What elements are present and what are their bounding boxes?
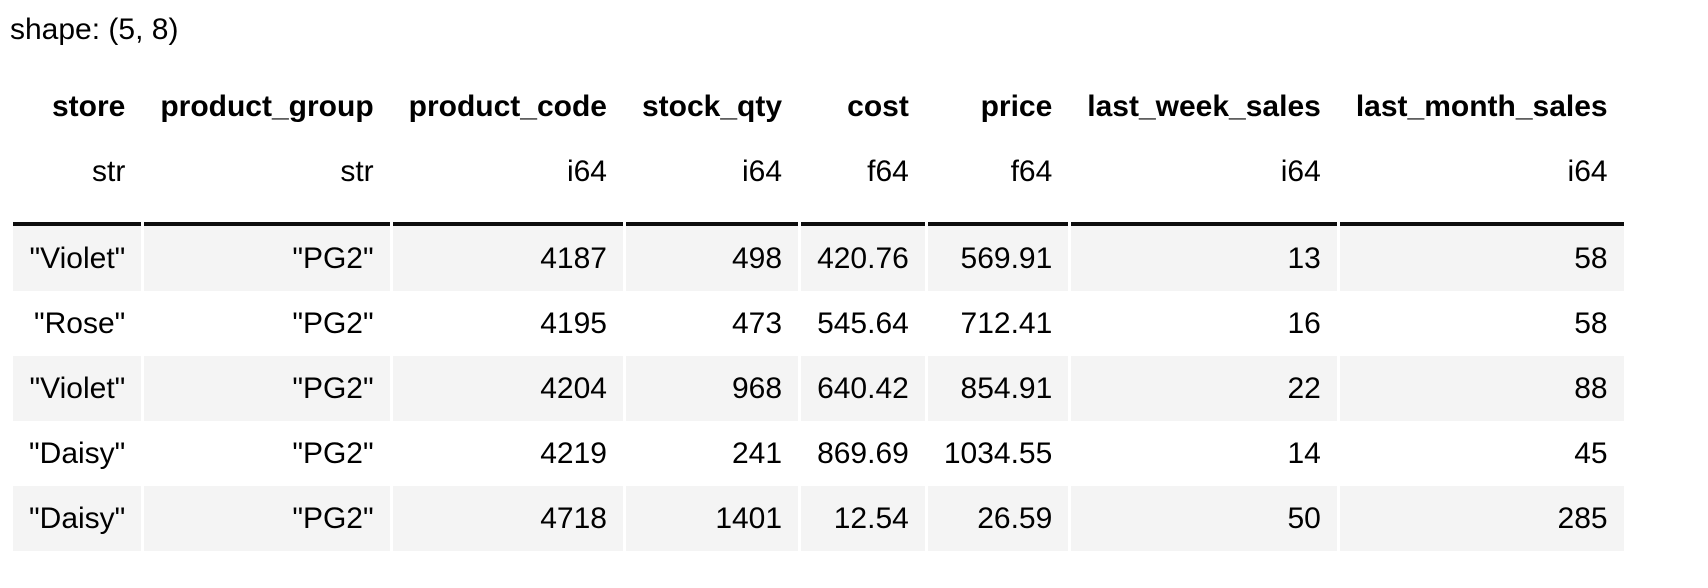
cell-product_group: "PG2": [292, 307, 374, 340]
column-dtype-stock_qty: i64: [626, 139, 799, 226]
cell-product_group: "PG2": [292, 437, 374, 470]
cell-price: 26.59: [927, 486, 1069, 551]
cell-last_month_sales: 45: [1574, 437, 1608, 470]
cell-cost: 420.76: [801, 226, 925, 291]
dataframe-shape-label: shape: (5, 8): [10, 13, 179, 46]
column-dtype-row: str str i64 i64 f64 f64 i64 i64: [13, 139, 1624, 226]
column-dtype-store: str: [13, 139, 142, 226]
column-header-last_week_sales: last_week_sales: [1087, 90, 1321, 123]
column-dtype-product_group: str: [144, 139, 390, 226]
cell-price: 712.41: [960, 307, 1053, 340]
cell-product_code: 4187: [392, 226, 623, 291]
dataframe-body: "Violet" "PG2" 4187 498 420.76 569.91 13 58 "Ros…: [13, 226, 1624, 551]
cell-store: "Daisy": [29, 437, 126, 470]
cell-price: 854.91: [927, 356, 1069, 421]
cell-stock_qty: 1401: [626, 486, 799, 551]
column-name-row: store product_group product_code stock_qty c…: [13, 74, 1624, 139]
cell-stock_qty: 968: [626, 356, 799, 421]
cell-last_week_sales: 22: [1071, 356, 1337, 421]
cell-last_week_sales: 16: [1287, 307, 1321, 340]
column-dtype-cost: f64: [801, 139, 925, 226]
column-dtype-last_month_sales: i64: [1339, 139, 1624, 226]
cell-last_week_sales: 13: [1071, 226, 1337, 291]
cell-product_group: "PG2": [144, 486, 390, 551]
table-row: "Rose" "PG2" 4195 473 545.64 712.41 16 58: [13, 291, 1624, 356]
cell-last_month_sales: 285: [1339, 486, 1624, 551]
cell-cost: 545.64: [817, 307, 909, 340]
cell-stock_qty: 241: [732, 437, 783, 470]
cell-store: "Rose": [33, 307, 126, 340]
dataframe-table: store product_group product_code stock_qty c…: [10, 74, 1627, 551]
column-header-product_code: product_code: [408, 90, 607, 123]
column-dtype-product_code: i64: [392, 139, 623, 226]
cell-store: "Daisy": [13, 486, 142, 551]
column-dtype-price: f64: [927, 139, 1069, 226]
cell-stock_qty: 473: [732, 307, 783, 340]
cell-price: 1034.55: [943, 437, 1053, 470]
column-header-product_group: product_group: [160, 90, 374, 123]
cell-last_month_sales: 88: [1339, 356, 1624, 421]
cell-cost: 640.42: [801, 356, 925, 421]
cell-store: "Violet": [13, 356, 142, 421]
column-dtype-last_week_sales: i64: [1071, 139, 1337, 226]
column-header-last_month_sales: last_month_sales: [1355, 90, 1608, 123]
cell-last_month_sales: 58: [1339, 226, 1624, 291]
cell-last_month_sales: 58: [1574, 307, 1608, 340]
column-header-store: store: [51, 90, 126, 123]
cell-cost: 869.69: [817, 437, 909, 470]
cell-product_code: 4219: [540, 437, 607, 470]
cell-price: 569.91: [927, 226, 1069, 291]
cell-product_group: "PG2": [144, 226, 390, 291]
cell-stock_qty: 498: [626, 226, 799, 291]
column-header-price: price: [980, 90, 1053, 123]
column-header-cost: cost: [847, 90, 909, 123]
dataframe-header: store product_group product_code stock_qty c…: [13, 74, 1624, 226]
cell-product_code: 4195: [540, 307, 607, 340]
cell-store: "Violet": [13, 226, 142, 291]
cell-product_code: 4204: [392, 356, 623, 421]
table-row: "Violet" "PG2" 4204 968 640.42 854.91 22 88: [13, 356, 1624, 421]
table-row: "Daisy" "PG2" 4718 1401 12.54 26.59 50 285: [13, 486, 1624, 551]
table-row: "Violet" "PG2" 4187 498 420.76 569.91 13 58: [13, 226, 1624, 291]
cell-cost: 12.54: [801, 486, 925, 551]
cell-product_group: "PG2": [144, 356, 390, 421]
cell-product_code: 4718: [392, 486, 623, 551]
table-row: "Daisy" "PG2" 4219 241 869.69 1034.55 14 45: [13, 421, 1624, 486]
cell-last_week_sales: 14: [1287, 437, 1321, 470]
column-header-stock_qty: stock_qty: [642, 90, 783, 123]
cell-last_week_sales: 50: [1071, 486, 1337, 551]
